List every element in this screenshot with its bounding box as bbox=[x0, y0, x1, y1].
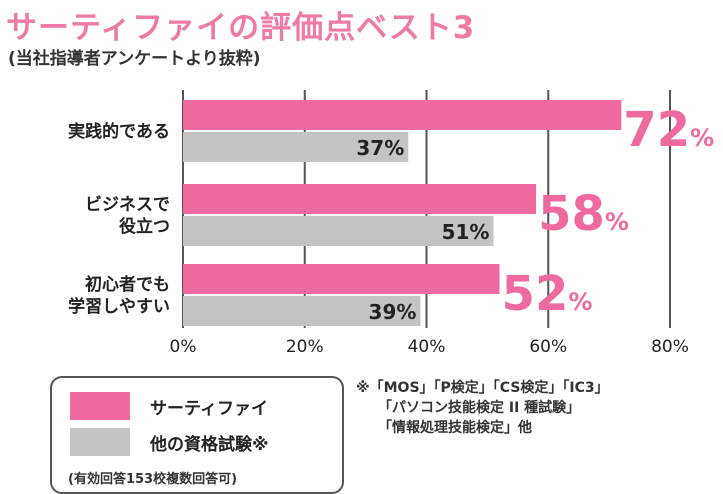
category-label-0-0: 実践的である bbox=[68, 121, 170, 142]
legend: サーティファイ 他の資格試験※ (有効回答153校複数回答可) bbox=[50, 376, 344, 494]
category-label-2-1: 学習しやすい bbox=[68, 296, 170, 317]
value-label-certify-0: 72% bbox=[623, 102, 714, 158]
bar-other-2 bbox=[183, 296, 421, 326]
footnote-line-1: ※「MOS」「P検定」「CS検定」「IC3」 bbox=[356, 380, 609, 396]
category-label-1-0: ビジネスで bbox=[85, 195, 170, 215]
value-label-certify-2: 52% bbox=[502, 266, 593, 322]
footnote: ※「MOS」「P検定」「CS検定」「IC3」 「パソコン技能検定 II 種試験」… bbox=[356, 378, 609, 438]
legend-swatch-other bbox=[70, 428, 130, 456]
bar-certify-1 bbox=[183, 184, 537, 214]
bar-certify-2 bbox=[183, 264, 500, 294]
legend-swatch-certify bbox=[70, 392, 130, 420]
footnote-line-2: 「パソコン技能検定 II 種試験」 bbox=[378, 400, 581, 416]
legend-label-certify: サーティファイ bbox=[150, 398, 268, 419]
legend-item-certify: サーティファイ bbox=[70, 392, 268, 420]
value-label-other-1: 51% bbox=[442, 220, 490, 244]
bar-chart: 72% 37% 58% 51% 52% 39% 実践的であるビジネスで役立つ初心者でも学習… bbox=[68, 90, 714, 357]
legend-item-other: 他の資格試験※ bbox=[70, 428, 269, 456]
tick-label-40: 40% bbox=[408, 337, 446, 357]
value-label-other-0: 37% bbox=[356, 136, 404, 160]
tick-labels: 0% 20% 40% 60% 80% bbox=[170, 337, 689, 357]
legend-label-other: 他の資格試験※ bbox=[150, 434, 269, 455]
legend-note: (有効回答153校複数回答可) bbox=[68, 472, 238, 487]
value-label-certify-1: 58% bbox=[538, 186, 629, 242]
category-label-2-0: 初心者でも bbox=[85, 274, 170, 295]
bar-certify-0 bbox=[183, 100, 622, 130]
bar-other-0 bbox=[183, 132, 409, 162]
chart-title: サーティファイの評価点ベスト3 bbox=[6, 10, 476, 46]
bars: 72% 37% 58% 51% 52% 39% bbox=[183, 100, 714, 326]
value-label-other-2: 39% bbox=[369, 300, 417, 324]
tick-label-0: 0% bbox=[170, 337, 197, 357]
chart-subtitle: (当社指導者アンケートより抜粋) bbox=[8, 49, 261, 69]
tick-label-60: 60% bbox=[529, 337, 567, 357]
category-label-1-1: 役立つ bbox=[119, 216, 170, 237]
bar-other-1 bbox=[183, 216, 494, 246]
footnote-line-3: 「情報処理技能検定」他 bbox=[378, 420, 532, 436]
tick-label-20: 20% bbox=[286, 337, 324, 357]
tick-label-80: 80% bbox=[651, 337, 689, 357]
